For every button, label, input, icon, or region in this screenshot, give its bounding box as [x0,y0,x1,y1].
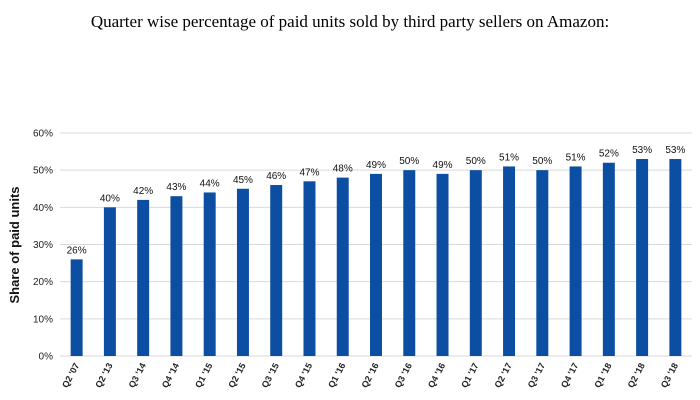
data-label: 49% [433,160,453,171]
y-tick-label: 10% [33,314,53,325]
x-tick-label: Q2 '07 [60,361,81,389]
y-tick-label: 50% [33,166,53,177]
data-label: 43% [166,182,186,193]
x-tick-label: Q3 '15 [260,361,281,389]
data-label: 53% [665,145,685,156]
data-label: 50% [532,156,552,167]
bar [303,181,316,356]
data-label: 44% [200,178,220,189]
bar [536,170,549,356]
data-labels: 26% 40% 42% 43% 44% 45% 46% 47% 48% 49% 50% 49% 50% 5… [67,145,686,256]
x-tick-label: Q2 '15 [226,361,247,389]
x-tick-label: Q2 '18 [626,361,647,389]
x-axis-ticks: Q2 '07 Q2 '13 Q3 '14 Q4 '14 Q1 '15 Q2 '15 Q3 '… [60,361,680,389]
y-axis-label: Share of paid units [7,186,22,303]
data-label: 50% [399,156,419,167]
bar [436,173,449,356]
bar [336,177,349,356]
x-tick-label: Q1 '17 [459,361,480,389]
data-label: 40% [100,193,120,204]
bars [70,159,682,356]
data-label: 45% [233,175,253,186]
x-tick-label: Q4 '17 [559,361,580,389]
data-label: 50% [466,156,486,167]
data-label: 49% [366,160,386,171]
bar [203,192,216,356]
y-axis-ticks: 0% 10% 20% 30% 40% 50% 60% [33,129,53,363]
x-tick-label: Q3 '14 [127,361,148,389]
x-tick-label: Q3 '16 [393,361,414,389]
bar [602,162,615,356]
y-tick-label: 30% [33,240,53,251]
bar [669,159,682,356]
x-tick-label: Q4 '16 [426,361,447,389]
x-tick-label: Q2 '16 [359,361,380,389]
bar [170,196,183,356]
bar [103,207,116,356]
x-tick-label: Q1 '16 [326,361,347,389]
chart-title: Quarter wise percentage of paid units so… [90,12,610,31]
data-label: 52% [599,149,619,160]
y-tick-label: 40% [33,203,53,214]
x-tick-label: Q2 '13 [93,361,114,389]
bar [569,166,582,356]
data-label: 47% [299,167,319,178]
x-tick-label: Q1 '15 [193,361,214,389]
data-label: 46% [266,171,286,182]
bar [469,170,482,356]
bar [403,170,416,356]
x-tick-label: Q3 '17 [526,361,547,389]
y-tick-label: 20% [33,277,53,288]
bar [370,173,382,356]
x-tick-label: Q3 '18 [659,361,680,389]
data-label: 26% [67,245,87,256]
x-tick-label: Q2 '17 [492,361,513,389]
x-tick-label: Q4 '14 [160,361,181,389]
data-label: 51% [566,152,586,163]
x-tick-label: Q1 '18 [592,361,613,389]
data-label: 51% [499,152,519,163]
bar [137,199,150,356]
data-label: 48% [333,164,353,175]
bar [503,166,516,356]
bar [70,259,83,356]
bar [636,159,649,356]
bar [236,188,249,356]
x-tick-label: Q4 '15 [293,361,314,389]
data-label: 53% [632,145,652,156]
data-label: 42% [133,186,153,197]
y-tick-label: 60% [33,129,53,140]
bar [270,185,283,356]
y-tick-label: 0% [39,352,54,363]
